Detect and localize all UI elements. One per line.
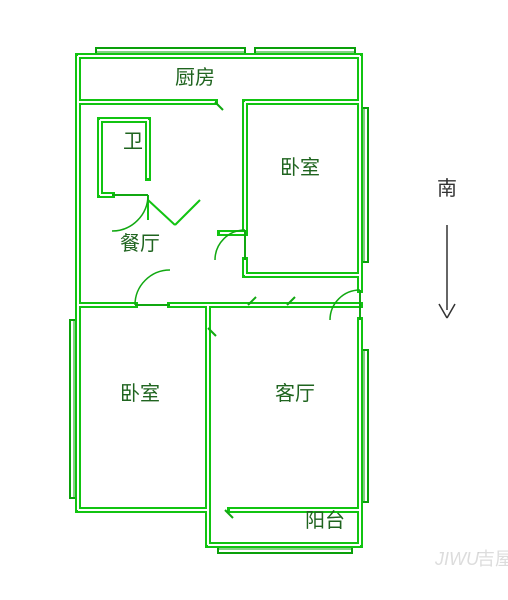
compass-label: 南: [437, 177, 457, 200]
floor-plan: 厨房卫卧室餐厅卧室客厅阳台南JIWU吉屋: [0, 0, 508, 600]
room-label-dining: 餐厅: [120, 232, 160, 255]
room-label-bedroom_l: 卧室: [120, 382, 160, 405]
watermark-prefix: JIWU: [434, 549, 480, 569]
room-label-bathroom: 卫: [123, 131, 143, 153]
room-label-living: 客厅: [275, 382, 315, 405]
watermark-suffix: 吉屋: [477, 549, 508, 569]
room-label-bedroom_r: 卧室: [280, 156, 320, 179]
room-label-kitchen: 厨房: [175, 66, 215, 89]
room-label-balcony: 阳台: [305, 509, 345, 532]
